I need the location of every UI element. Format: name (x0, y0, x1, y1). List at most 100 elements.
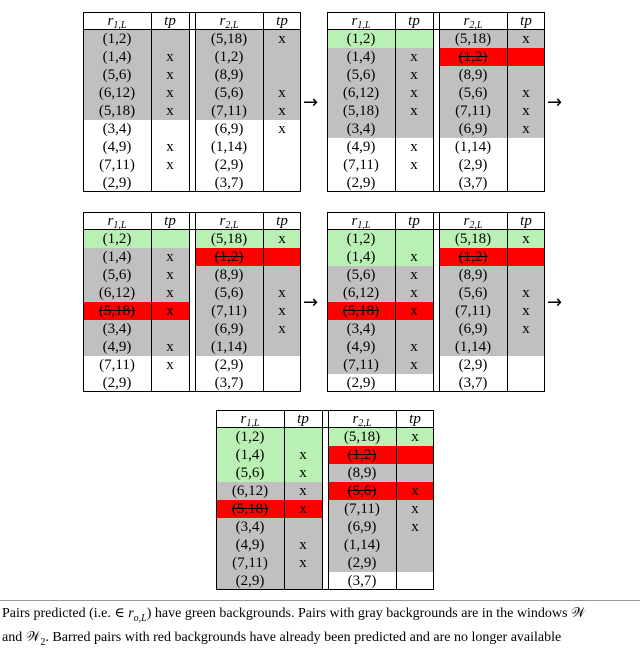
pair-cell: (5,18) (327, 102, 395, 120)
pair-cell: (2,9) (327, 174, 395, 192)
pair-cell: (1,2) (439, 48, 507, 66)
pair-text: (1,2) (102, 31, 132, 47)
pair-text: (3,4) (102, 321, 132, 337)
column-divider (396, 410, 397, 590)
tp-mark: x (507, 284, 545, 302)
tp-mark: x (396, 518, 434, 536)
pair-text: (6,9) (458, 321, 488, 337)
pair-text: (5,18) (210, 231, 248, 247)
column-divider (322, 410, 323, 590)
tp-text: x (410, 49, 418, 65)
stage-table-1: r1,L tp r2,L tp (1,2) (1,4) (5,6) (6,12) (5,18) (… (83, 12, 301, 192)
column-divider (151, 212, 152, 392)
pair-text: (2,9) (102, 175, 132, 191)
header-rule (216, 427, 434, 428)
tp-text: x (278, 303, 286, 319)
pair-cell: (5,6) (328, 482, 396, 500)
pair-cell: (5,6) (327, 266, 395, 284)
pair-text: (5,6) (346, 267, 376, 283)
tp-mark: x (507, 302, 545, 320)
row-fill (328, 518, 434, 536)
pair-cell: (1,2) (327, 30, 395, 48)
pair-text: (6,12) (231, 483, 269, 499)
pair-text: (8,9) (214, 267, 244, 283)
tp-text: x (299, 465, 307, 481)
tp-mark: x (284, 446, 322, 464)
tp-mark: x (263, 30, 301, 48)
tp-mark: x (284, 554, 322, 572)
pair-cell: (1,4) (83, 248, 151, 266)
caption-math-r: r (128, 606, 134, 621)
tp-mark: x (395, 284, 433, 302)
stage-table-5: r1,L tp r2,L tp (1,2) (1,4) (5,6) (6,12) (5,18) (… (216, 410, 434, 590)
pair-cell: (4,9) (327, 338, 395, 356)
tp-text: x (278, 85, 286, 101)
pair-cell: (3,7) (439, 174, 507, 192)
pair-text: (3,4) (346, 121, 376, 137)
header-r1: r1,L (107, 13, 127, 31)
column-divider (263, 212, 264, 392)
pair-text: (5,18) (342, 103, 380, 119)
pair-cell: (7,11) (83, 156, 151, 174)
tp-mark: x (151, 84, 189, 102)
header-tp: tp (164, 213, 176, 229)
pair-cell: (6,9) (439, 120, 507, 138)
pair-text: (7,11) (211, 303, 247, 319)
pair-cell: (5,18) (327, 302, 395, 320)
row-fill (327, 248, 433, 266)
pair-text: (6,9) (347, 519, 377, 535)
row-fill (327, 230, 433, 248)
pair-text: (3,7) (458, 375, 488, 391)
pair-cell: (5,6) (439, 84, 507, 102)
tp-text: x (166, 357, 174, 373)
pair-text: (7,11) (343, 157, 379, 173)
pair-cell: (5,18) (328, 428, 396, 446)
pair-text: (7,11) (344, 501, 380, 517)
pair-text: (2,9) (458, 157, 488, 173)
pair-text: (7,11) (455, 303, 491, 319)
tp-mark: x (395, 102, 433, 120)
tp-mark: x (151, 338, 189, 356)
row-fill (439, 230, 545, 248)
column-divider (195, 212, 196, 392)
pair-cell: (3,4) (327, 320, 395, 338)
row-fill (195, 66, 301, 84)
pair-cell: (1,2) (83, 230, 151, 248)
table-border (327, 12, 545, 192)
pair-text: (1,4) (346, 49, 376, 65)
row-fill (83, 230, 189, 248)
column-divider (439, 12, 440, 192)
column-divider (507, 12, 508, 192)
column-divider (433, 12, 434, 192)
tp-text: x (166, 67, 174, 83)
row-fill (83, 84, 189, 102)
column-divider (195, 12, 196, 192)
pair-text: (7,11) (455, 103, 491, 119)
tp-text: x (299, 555, 307, 571)
pair-text: (3,4) (102, 121, 132, 137)
pair-cell: (2,9) (328, 554, 396, 572)
pair-cell: (5,18) (195, 230, 263, 248)
header-tp: tp (520, 213, 532, 229)
row-fill (195, 338, 301, 356)
caption-text-4: . Barred pairs with red backgrounds have… (45, 629, 562, 645)
pair-cell: (1,14) (328, 536, 396, 554)
pair-text: (1,2) (346, 31, 376, 47)
caption-w2: 𝒲 (25, 629, 41, 645)
row-fill (327, 338, 433, 356)
tp-text: x (522, 303, 530, 319)
pair-text: (8,9) (347, 465, 377, 481)
pair-cell: (2,9) (439, 156, 507, 174)
header-tp: tp (164, 13, 176, 29)
pair-cell: (5,6) (327, 66, 395, 84)
pair-text: (3,7) (458, 175, 488, 191)
pair-cell: (1,2) (439, 248, 507, 266)
pair-cell: (1,2) (327, 230, 395, 248)
tp-text: x (166, 285, 174, 301)
tp-text: x (166, 139, 174, 155)
column-divider (439, 212, 440, 392)
tp-text: x (522, 231, 530, 247)
header-rule (327, 29, 545, 30)
row-fill (327, 84, 433, 102)
tp-mark: x (151, 266, 189, 284)
